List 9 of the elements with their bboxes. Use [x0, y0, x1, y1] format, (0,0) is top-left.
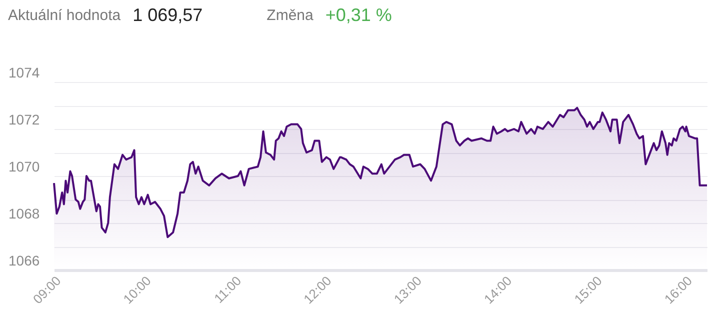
y-tick-label: 1070 [8, 158, 40, 174]
y-tick-label: 1068 [8, 206, 40, 222]
y-tick-label: 1074 [8, 64, 40, 80]
chart-subtitle: 1 069,57 [132, 4, 203, 26]
chart-title: Aktuální hodnota [8, 6, 121, 24]
text: +0,31 % [325, 4, 392, 26]
text: Změna [266, 6, 314, 24]
y-tick-label: 1072 [8, 112, 40, 128]
y-tick-label: 1066 [8, 252, 40, 268]
